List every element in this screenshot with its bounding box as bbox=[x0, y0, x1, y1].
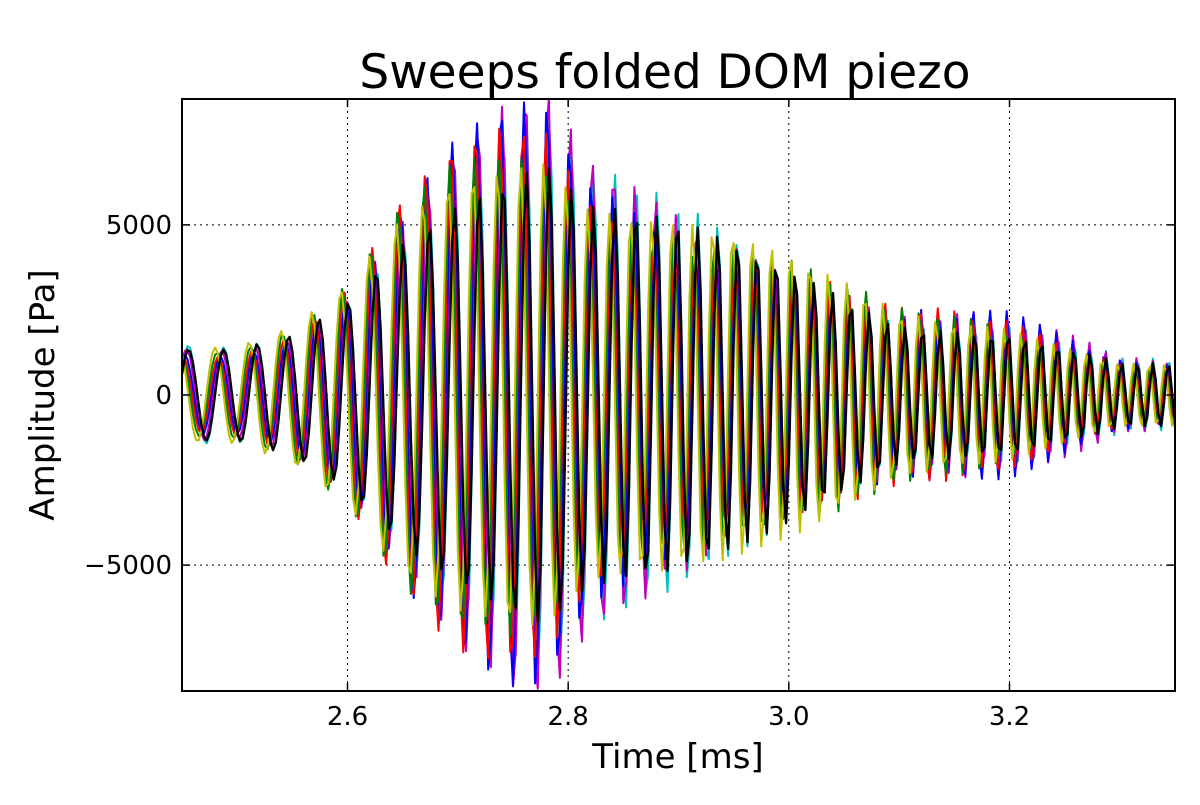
y-tick-label: −5000 bbox=[84, 551, 172, 581]
x-tick-label: 3.2 bbox=[989, 702, 1030, 732]
x-axis-label: Time [ms] bbox=[591, 737, 763, 777]
x-tick-label: 2.8 bbox=[547, 702, 588, 732]
series-line bbox=[182, 127, 1175, 660]
tick-layer: 2.6 2.8 3.0 3.2 −5000 0 5000 bbox=[84, 99, 1175, 732]
y-tick-label: 5000 bbox=[106, 211, 172, 241]
series-line bbox=[182, 167, 1175, 623]
y-axis-label: Amplitude [Pa] bbox=[23, 269, 63, 520]
y-tick-label: 0 bbox=[155, 381, 172, 411]
x-tick-label: 2.6 bbox=[327, 702, 368, 732]
x-tick-label: 3.0 bbox=[768, 702, 809, 732]
series-line bbox=[182, 163, 1175, 626]
series-layer bbox=[182, 99, 1175, 690]
chart-title: Sweeps folded DOM piezo bbox=[359, 45, 970, 100]
